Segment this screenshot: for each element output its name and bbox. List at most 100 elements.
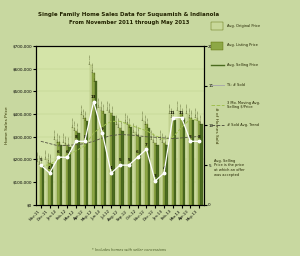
Text: $400,000: $400,000 (104, 103, 106, 113)
Bar (73, 128, 75, 205)
Text: Avg. Original Price: Avg. Original Price (226, 24, 260, 28)
Bar (192, 120, 194, 205)
Text: $272,500: $272,500 (154, 132, 156, 142)
Text: $340,000: $340,000 (119, 117, 121, 127)
Text: 3: 3 (154, 174, 157, 178)
Bar (51, 164, 53, 205)
Bar (152, 140, 154, 205)
Bar (134, 132, 136, 205)
Bar (130, 127, 132, 205)
Text: $299,900: $299,900 (139, 126, 141, 136)
Bar (189, 118, 192, 205)
Text: Single Family Home Sales Data for Suquamish & Indianola: Single Family Home Sales Data for Suquam… (38, 12, 220, 17)
Bar (139, 137, 141, 205)
Bar (174, 120, 176, 205)
Text: 13: 13 (91, 95, 96, 99)
Text: $184,900: $184,900 (49, 152, 51, 162)
Text: $272,500: $272,500 (163, 132, 165, 142)
Text: $178,900: $178,900 (40, 153, 42, 164)
Text: Avg. Listing Price: Avg. Listing Price (226, 44, 257, 47)
Text: $374,900: $374,900 (174, 109, 176, 119)
Text: $342,000: $342,000 (130, 116, 132, 126)
Text: 5: 5 (119, 158, 121, 162)
Text: 3 Mo. Moving Avg.
Selling $/Price: 3 Mo. Moving Avg. Selling $/Price (226, 101, 260, 109)
Text: Avg. Selling
Price is the price
at which an offer
was accepted: Avg. Selling Price is the price at which… (214, 159, 245, 177)
Text: $399,900: $399,900 (187, 103, 189, 113)
Bar (92, 73, 95, 205)
Text: $189,900: $189,900 (38, 151, 40, 161)
Text: $362,500: $362,500 (125, 112, 128, 122)
Text: $320,000: $320,000 (134, 121, 136, 132)
Bar (68, 147, 71, 205)
Text: $352,500: $352,500 (128, 114, 130, 124)
Bar (101, 111, 104, 205)
Bar (136, 134, 139, 205)
Bar (55, 140, 57, 205)
Bar (48, 163, 51, 205)
Text: $326,500: $326,500 (121, 120, 123, 130)
Bar (40, 164, 42, 205)
Text: $355,000: $355,000 (200, 113, 202, 124)
Bar (108, 111, 110, 205)
Bar (60, 145, 62, 205)
Text: 8: 8 (189, 135, 192, 138)
Bar (66, 145, 68, 205)
Text: 11: 11 (179, 111, 184, 115)
Text: * Includes homes with seller concessions: * Includes homes with seller concessions (92, 248, 166, 252)
Bar (119, 128, 121, 205)
Text: $355,000: $355,000 (146, 113, 147, 124)
Text: $415,000: $415,000 (178, 100, 180, 110)
Text: $370,000: $370,000 (198, 110, 200, 120)
Text: $275,000: $275,000 (57, 131, 59, 142)
Text: 6: 6 (57, 151, 60, 154)
Text: $396,250: $396,250 (81, 104, 83, 114)
Bar (128, 125, 130, 205)
Text: 6: 6 (66, 151, 69, 154)
Text: $369,900: $369,900 (86, 110, 88, 120)
Text: $399,900: $399,900 (169, 103, 171, 113)
Text: $545,000: $545,000 (95, 70, 97, 81)
Text: 4: 4 (48, 166, 51, 170)
Text: $381,250: $381,250 (84, 107, 86, 118)
Text: $405,000: $405,000 (110, 102, 112, 112)
Text: TS: # Sold: TS: # Sold (226, 83, 245, 87)
Text: $400,000: $400,000 (181, 103, 183, 113)
Text: $172,500: $172,500 (42, 155, 44, 165)
Text: $262,500: $262,500 (157, 134, 159, 145)
Text: 11: 11 (170, 111, 176, 115)
Bar (110, 113, 112, 205)
Text: $318,750: $318,750 (77, 121, 80, 132)
Text: $415,000: $415,000 (101, 100, 103, 110)
Text: $285,000: $285,000 (55, 129, 57, 140)
Bar (64, 143, 66, 205)
Bar (103, 114, 106, 205)
Text: $262,500: $262,500 (66, 134, 68, 145)
Bar (200, 124, 203, 205)
Text: $327,500: $327,500 (75, 120, 77, 130)
Text: # Sold Avg. Trend: # Sold Avg. Trend (226, 123, 259, 127)
Text: $355,000: $355,000 (117, 113, 119, 124)
Bar (211, 42, 223, 50)
Bar (95, 81, 97, 205)
Text: 8: 8 (83, 135, 86, 138)
Text: $430,000: $430,000 (99, 96, 101, 106)
Bar (99, 107, 101, 205)
Bar (75, 131, 77, 205)
Text: $265,000: $265,000 (165, 134, 167, 144)
Bar (178, 111, 180, 205)
Bar (172, 118, 174, 205)
Bar (84, 118, 86, 205)
Y-axis label: Home Sales Price: Home Sales Price (5, 106, 9, 144)
Bar (148, 128, 150, 205)
Bar (112, 116, 115, 205)
Text: $415,000: $415,000 (108, 100, 110, 110)
Text: 7: 7 (145, 143, 148, 146)
Bar (169, 114, 172, 205)
Text: $374,900: $374,900 (192, 109, 194, 119)
Bar (57, 142, 60, 205)
Text: $255,000: $255,000 (69, 136, 70, 146)
Bar (165, 145, 167, 205)
Text: $392,500: $392,500 (112, 105, 115, 115)
Bar (121, 131, 124, 205)
Bar (211, 22, 223, 30)
